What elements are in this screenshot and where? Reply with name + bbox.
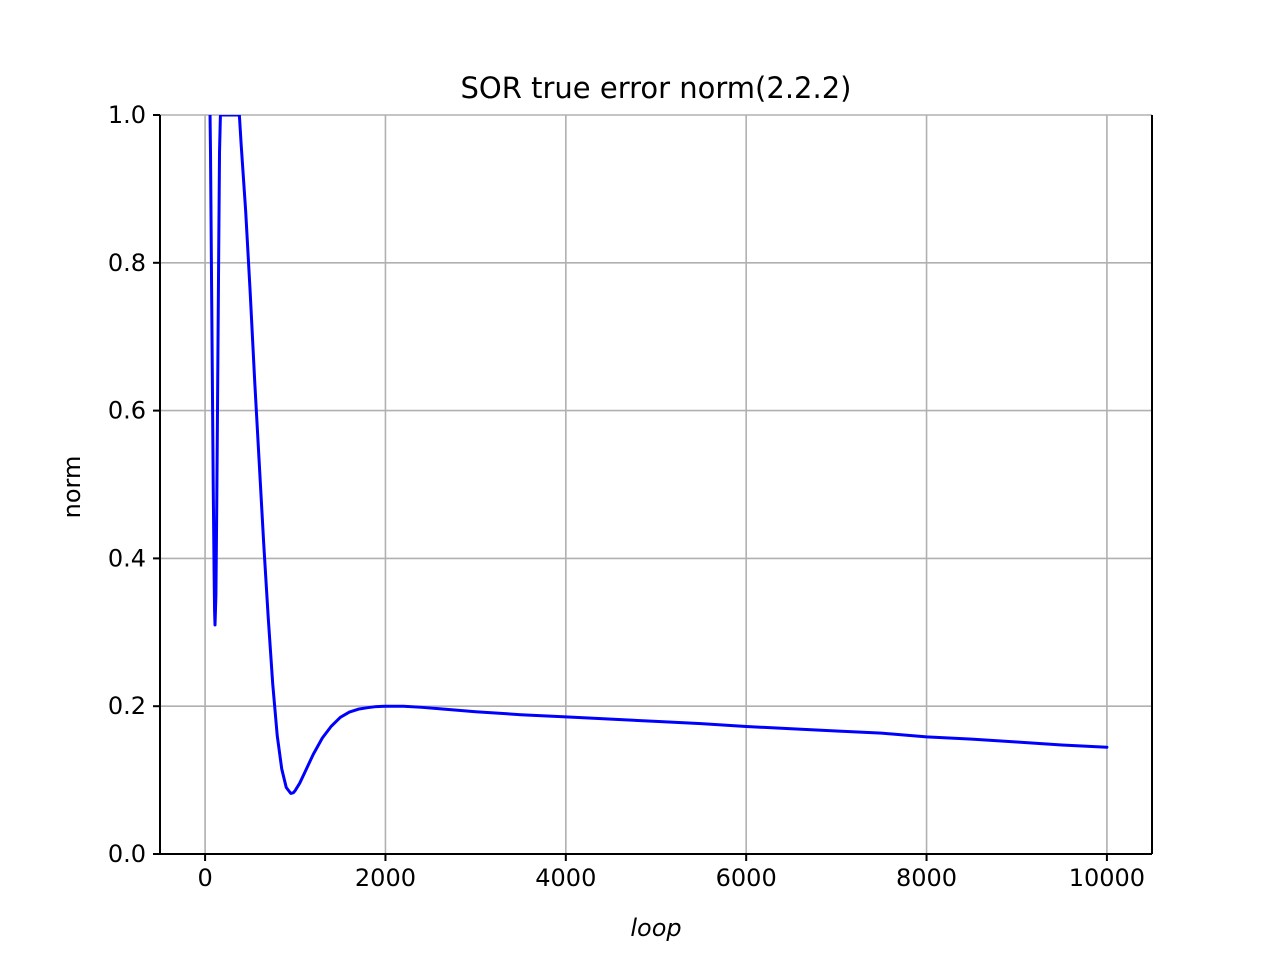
y-tick-label: 0.0 xyxy=(108,840,146,868)
series-line-0 xyxy=(208,115,1109,795)
x-tick-label: 0 xyxy=(197,864,212,892)
axes-frame xyxy=(159,115,1153,855)
y-axis-label: norm xyxy=(58,456,86,519)
y-tick-label: 0.2 xyxy=(108,692,146,720)
x-tick-label: 4000 xyxy=(535,864,596,892)
y-tick-label: 0.6 xyxy=(108,397,146,425)
chart-title: SOR true error norm(2.2.2) xyxy=(461,71,852,105)
x-tick-label: 2000 xyxy=(355,864,416,892)
y-tick-label: 0.8 xyxy=(108,249,146,277)
x-tick-label: 6000 xyxy=(716,864,777,892)
x-tick-label: 8000 xyxy=(896,864,957,892)
y-tick-label: 0.4 xyxy=(108,544,146,572)
x-axis-ticks: 0 2000 4000 6000 8000 10000 xyxy=(197,854,1145,892)
grid-lines xyxy=(160,114,1152,855)
y-tick-label: 1.0 xyxy=(108,101,146,129)
series-layer xyxy=(208,115,1109,795)
y-axis-ticks: 0.0 0.2 0.4 0.6 0.8 1.0 xyxy=(108,101,160,868)
x-tick-label: 10000 xyxy=(1069,864,1145,892)
x-axis-label: loop xyxy=(630,914,681,942)
